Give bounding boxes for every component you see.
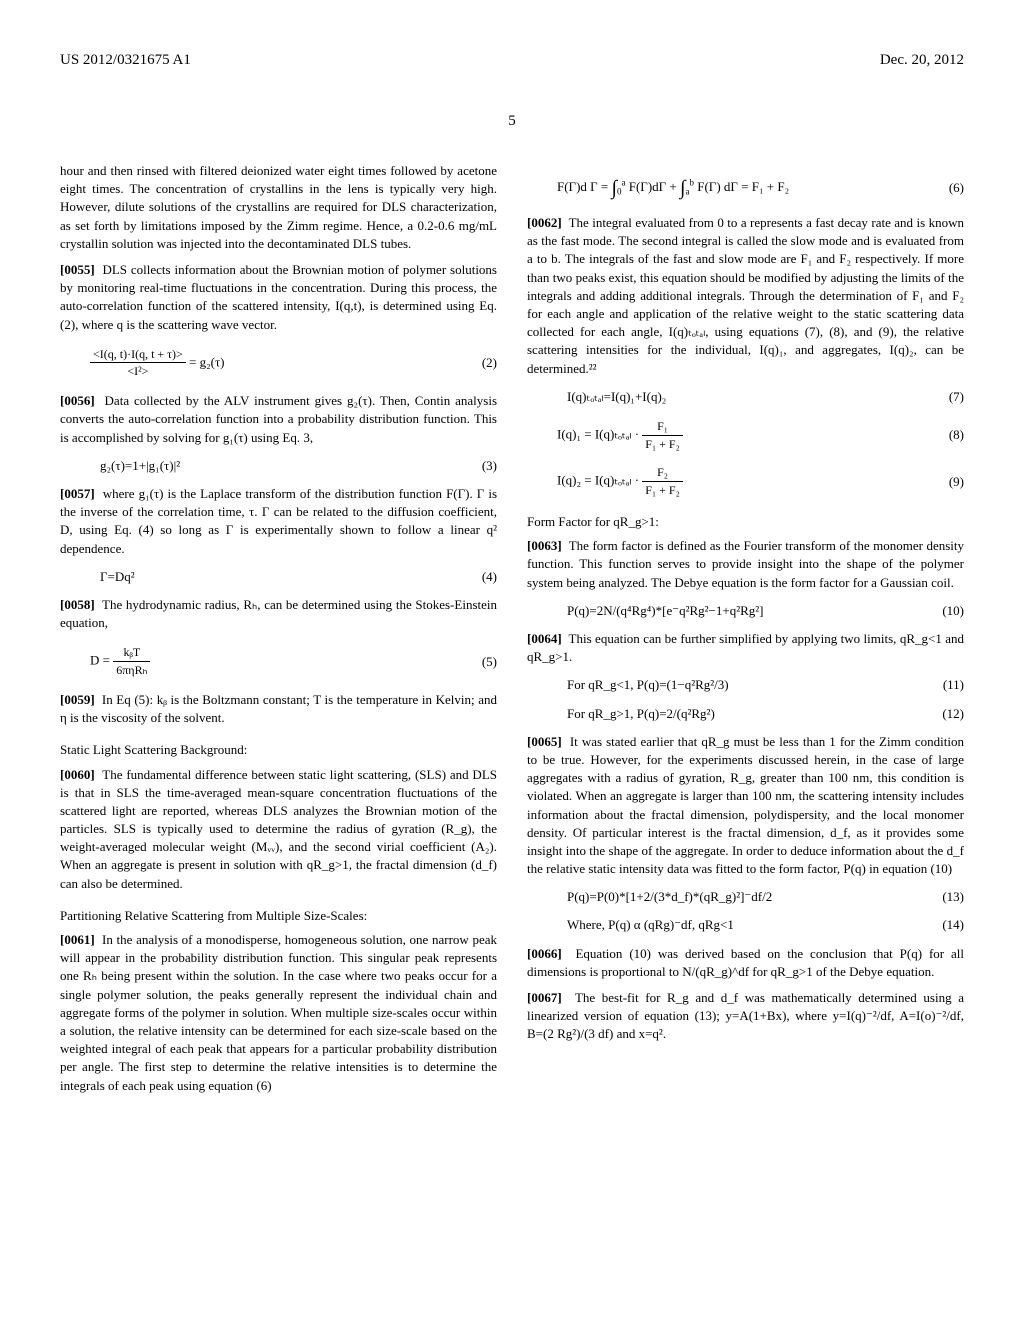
partitioning-heading: Partitioning Relative Scattering from Mu…	[60, 907, 497, 925]
equation-11: For qR_g<1, P(q)=(1−q²Rg²/3)(11)	[567, 676, 964, 694]
form-factor-heading: Form Factor for qR_g>1:	[527, 513, 964, 531]
eq-label: (2)	[457, 354, 497, 372]
para-0063: [0063] The form factor is defined as the…	[527, 537, 964, 592]
header-right: Dec. 20, 2012	[880, 50, 964, 71]
equation-7: I(q)ₜₒₜₐₗ=I(q)₁+I(q)₂(7)	[567, 388, 964, 406]
content-columns: hour and then rinsed with filtered deion…	[60, 162, 964, 1103]
right-column: F(Γ)d Γ = ∫0a F(Γ)dΓ + ∫ab F(Γ) dΓ = F₁ …	[527, 162, 964, 1103]
para-0064: [0064] This equation can be further simp…	[527, 630, 964, 666]
para-0056: [0056] Data collected by the ALV instrum…	[60, 392, 497, 447]
equation-2: <I(q, t)·I(q, t + τ)><I²> = g₂(τ) (2)	[90, 346, 497, 381]
para-0058: [0058] The hydrodynamic radius, Rₕ, can …	[60, 596, 497, 632]
para-num: [0055]	[60, 262, 95, 277]
equation-5: D = kᵦT6πηRₕ (5)	[90, 644, 497, 679]
equation-9: I(q)₂ = I(q)ₜₒₜₐₗ · F₂F₁ + F₂ (9)	[557, 464, 964, 499]
equation-14: Where, P(q) α (qRg)⁻df, qRg<1(14)	[567, 916, 964, 934]
para-0061: [0061] In the analysis of a monodisperse…	[60, 931, 497, 1095]
sls-heading: Static Light Scattering Background:	[60, 741, 497, 759]
equation-13: P(q)=P(0)*[1+2/(3*d_f)*(qR_g)²]⁻df/2(13)	[567, 888, 964, 906]
para-0067: [0067] The best-fit for R_g and d_f was …	[527, 989, 964, 1044]
left-column: hour and then rinsed with filtered deion…	[60, 162, 497, 1103]
para-0055: [0055] DLS collects information about th…	[60, 261, 497, 334]
equation-6: F(Γ)d Γ = ∫0a F(Γ)dΓ + ∫ab F(Γ) dΓ = F₁ …	[557, 174, 964, 202]
para-0059: [0059] In Eq (5): kᵦ is the Boltzmann co…	[60, 691, 497, 727]
para-0065: [0065] It was stated earlier that qR_g m…	[527, 733, 964, 879]
header-left: US 2012/0321675 A1	[60, 50, 191, 71]
equation-3: g₂(τ)=1+|g₁(τ)|²(3)	[100, 457, 497, 475]
para-0057: [0057] where g₁(τ) is the Laplace transf…	[60, 485, 497, 558]
intro-para: hour and then rinsed with filtered deion…	[60, 162, 497, 253]
para-0062: [0062] The integral evaluated from 0 to …	[527, 214, 964, 378]
para-text: DLS collects information about the Brown…	[60, 262, 497, 332]
para-0060: [0060] The fundamental difference betwee…	[60, 766, 497, 893]
page-header: US 2012/0321675 A1 Dec. 20, 2012	[60, 50, 964, 71]
page-number: 5	[60, 111, 964, 132]
equation-12: For qR_g>1, P(q)=2/(q²Rg²)(12)	[567, 705, 964, 723]
equation-10: P(q)=2N/(q⁴Rg⁴)*[e⁻q²Rg²−1+q²Rg²](10)	[567, 602, 964, 620]
equation-4: Γ=Dq²(4)	[100, 568, 497, 586]
para-0066: [0066] Equation (10) was derived based o…	[527, 945, 964, 981]
equation-8: I(q)₁ = I(q)ₜₒₜₐₗ · F₁F₁ + F₂ (8)	[557, 418, 964, 453]
